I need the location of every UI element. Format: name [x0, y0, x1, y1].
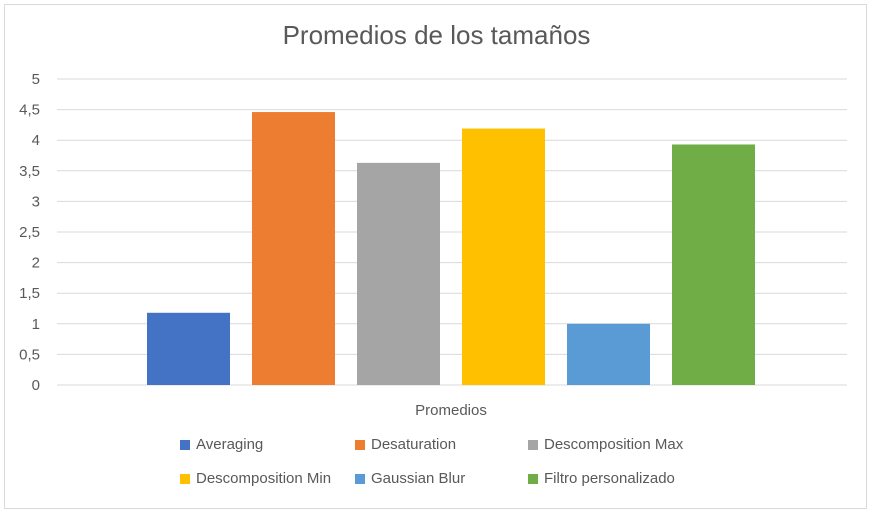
y-tick-label: 4,5 — [19, 102, 40, 119]
legend-swatch — [528, 439, 538, 450]
legend-swatch — [355, 473, 365, 484]
y-tick-label: 0,5 — [19, 346, 40, 363]
bar — [672, 144, 755, 385]
legend-item: Filtro personalizado — [528, 470, 675, 487]
x-category-label: Promedios — [415, 402, 487, 419]
legend-item: Descomposition Min — [180, 470, 331, 487]
bar — [567, 323, 650, 385]
y-tick-label: 5 — [32, 71, 40, 88]
legend-item: Gaussian Blur — [355, 470, 465, 487]
chart-title: Promedios de los tamaños — [282, 20, 591, 50]
legend-label: Desaturation — [371, 436, 457, 453]
y-tick-label: 1 — [32, 316, 40, 333]
legend-label: Gaussian Blur — [371, 470, 466, 487]
legend-swatch — [180, 439, 190, 450]
y-tick-label: 2 — [32, 255, 40, 272]
y-tick-label: 4 — [32, 132, 40, 149]
bar — [147, 312, 230, 385]
bar — [357, 162, 440, 385]
legend-label: Filtro personalizado — [544, 470, 675, 487]
y-tick-label: 3 — [32, 193, 40, 210]
y-tick-label: 2,5 — [19, 224, 40, 241]
y-tick-label: 0 — [32, 377, 40, 394]
bar — [462, 128, 545, 385]
legend-label: Descomposition Max — [544, 436, 684, 453]
y-tick-label: 3,5 — [19, 163, 40, 180]
legend-item: Descomposition Max — [528, 436, 683, 453]
legend-item: Desaturation — [355, 436, 456, 453]
y-tick-label: 1,5 — [19, 285, 40, 302]
legend-swatch — [528, 473, 538, 484]
legend-swatch — [355, 439, 365, 450]
legend-label: Descomposition Min — [196, 470, 332, 487]
legend-item: Averaging — [180, 436, 263, 453]
legend-swatch — [180, 473, 190, 484]
bar — [252, 112, 335, 385]
legend-label: Averaging — [196, 436, 264, 453]
